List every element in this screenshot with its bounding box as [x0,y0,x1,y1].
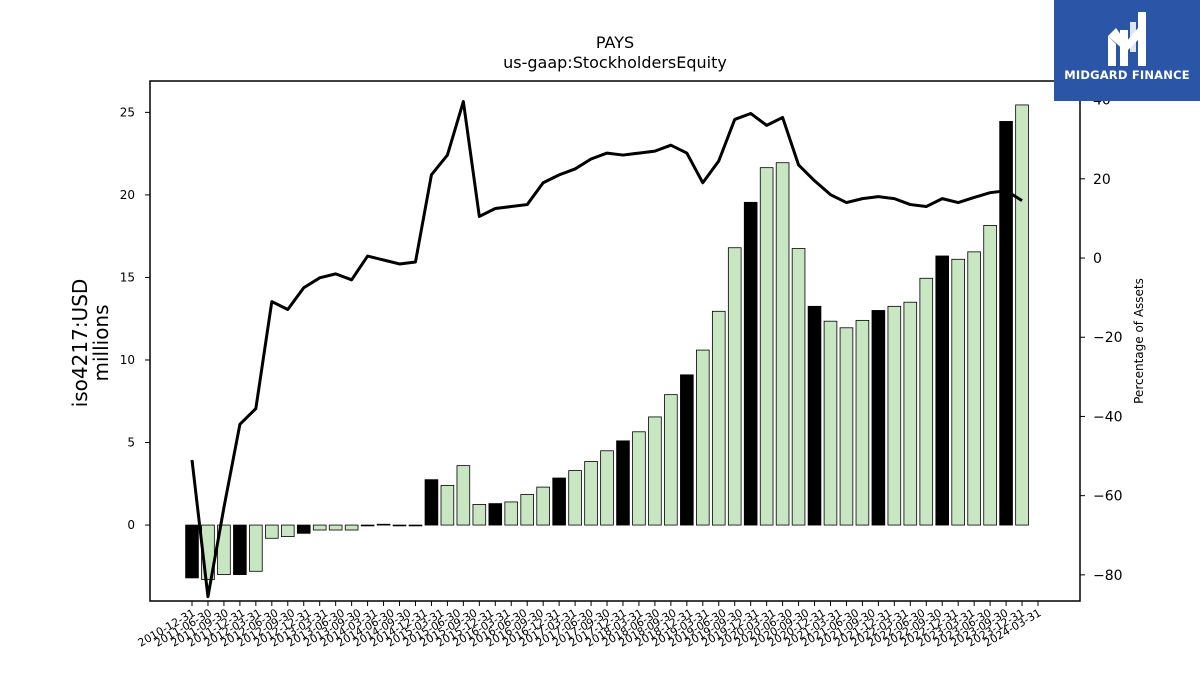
y-tick-label: 10 [120,353,135,367]
bar [488,503,503,526]
bar [552,477,566,526]
logo-text: MIDGARD FINANCE [1064,68,1190,82]
y-tick-label: 15 [120,270,135,284]
bar [392,524,407,527]
bar [280,524,295,538]
midgard-finance-logo: MIDGARD FINANCE [1054,0,1200,101]
bar [185,524,199,579]
bar [265,524,279,539]
bar [536,486,550,526]
bar [983,225,997,526]
bar [791,248,806,526]
bar [664,394,678,526]
bar [616,440,630,526]
y-axis-label: iso4217:USD [68,279,92,408]
bar [249,524,263,572]
bar [424,479,439,526]
bar [312,524,327,531]
y-tick-label: 5 [127,436,135,450]
y2-axis-label: Percentage of Assets [1132,278,1146,404]
y2-tick-label: −20 [1093,330,1123,346]
bar [440,485,455,526]
y2-tick-label: 20 [1093,172,1111,188]
bar [600,450,614,526]
bar [951,258,965,526]
y-axis-unit: millions [89,304,113,381]
bar [472,504,487,526]
midgard-logo-icon [1108,12,1146,66]
bar [999,121,1013,526]
y2-tick-label: −80 [1093,568,1123,584]
bar [632,431,646,526]
bar [727,247,742,526]
bar [456,465,471,526]
bar [839,327,854,526]
y2-tick-label: 0 [1093,251,1102,267]
bar [823,320,838,526]
bar [680,374,694,526]
bar [376,523,391,526]
bar [584,461,598,526]
bar [967,251,981,526]
bar [935,255,950,526]
bar [855,319,870,526]
bar [360,524,375,527]
y2-tick-label: −40 [1093,409,1123,425]
bar [1015,104,1029,526]
chart-subtitle: us-gaap:StockholdersEquity [503,53,727,72]
bar [520,494,534,526]
bar [233,524,247,575]
bar [344,524,359,531]
bar [759,167,774,526]
y-tick-label: 25 [120,105,135,119]
plot-frame [149,80,1081,602]
bar [743,201,758,526]
y-tick-label: 0 [127,518,135,532]
bar [296,524,311,534]
bar [648,416,662,526]
bar [919,277,934,526]
bar [696,349,710,526]
bar [807,305,822,526]
bar [408,524,423,527]
bar [504,501,519,526]
y-tick-label: 20 [120,188,135,202]
series-line [190,100,1023,599]
bar [775,162,790,526]
bar [328,524,343,531]
bar [903,301,918,526]
bar [711,310,726,526]
bar [871,310,886,526]
y2-tick-label: −60 [1093,489,1123,505]
bar [887,305,902,526]
bar [568,470,582,526]
chart-title: PAYS [596,33,634,52]
